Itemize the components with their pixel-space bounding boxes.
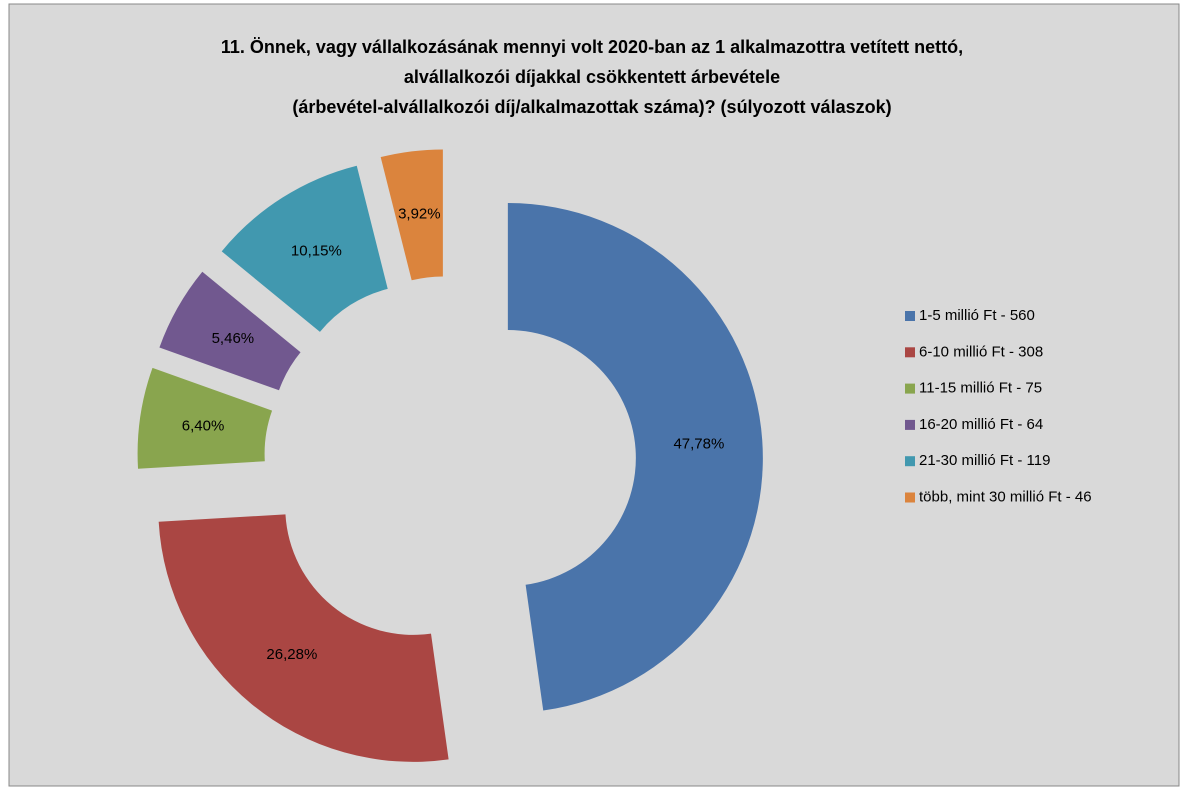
data-label: 26,28% [266,646,317,663]
legend-swatch [905,456,915,467]
chart-title: 11. Önnek, vagy vállalkozásának mennyi v… [221,37,963,57]
legend-swatch [905,383,915,394]
data-label: 6,40% [182,418,225,435]
donut-segment [137,367,273,469]
donut-segment [221,165,388,332]
donut-segment [158,514,449,762]
chart-title: (árbevétel-alvállalkozói díj/alkalmazott… [292,97,891,117]
data-label: 10,15% [291,242,342,259]
legend-label: 6-10 millió Ft - 308 [919,343,1043,360]
legend-label: több, mint 30 millió Ft - 46 [919,488,1092,505]
chart-title: alvállalkozói díjakkal csökkentett árbev… [404,67,780,87]
legend-label: 1-5 millió Ft - 560 [919,307,1035,324]
legend-swatch [905,311,915,321]
legend-label: 11-15 millió Ft - 75 [919,380,1042,397]
donut-segment [159,271,301,391]
legend-swatch [905,492,915,503]
legend-label: 16-20 millió Ft - 64 [919,416,1043,433]
donut-segment [380,149,443,281]
data-label: 5,46% [212,330,255,347]
data-label: 47,78% [673,436,724,453]
donut-segment [507,202,763,711]
legend-swatch [905,347,915,358]
legend-label: 21-30 millió Ft - 119 [919,452,1050,469]
data-label: 3,92% [398,205,441,222]
legend-swatch [905,419,915,430]
